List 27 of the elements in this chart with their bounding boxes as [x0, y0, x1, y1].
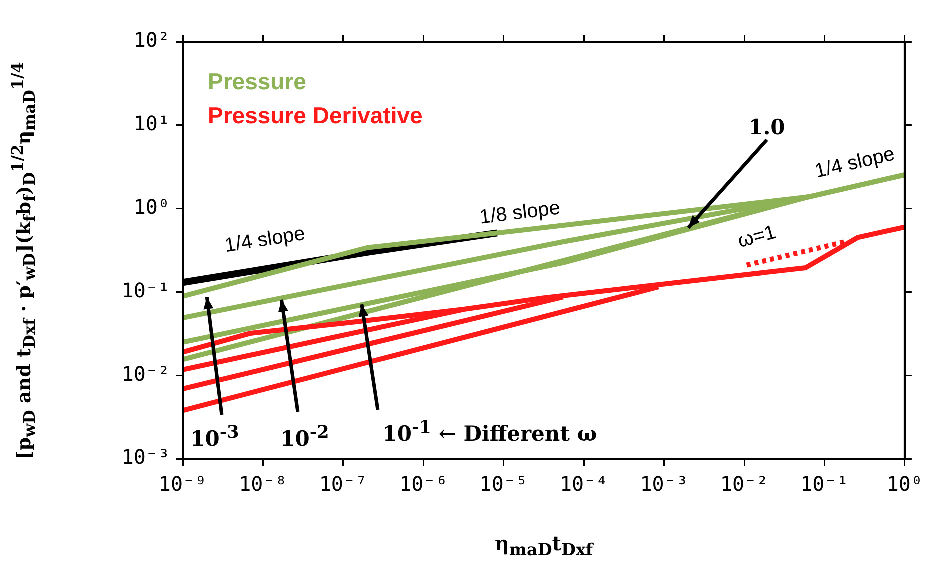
x-tick-label: 10⁻⁴: [560, 472, 608, 496]
y-tick-label: 10²: [134, 28, 170, 52]
y-tick-label: 10⁻¹: [122, 278, 170, 302]
text: Pressure Derivative: [208, 102, 423, 128]
annotation: 10$^{-2}$: [280, 423, 330, 451]
annotation: 1/8 slope: [478, 197, 562, 229]
annotation: 10$^{-3}$: [190, 423, 240, 451]
annotation: 1.0: [748, 114, 786, 140]
x-tick-label: 10⁻⁵: [480, 472, 528, 496]
text: Pressure: [208, 68, 306, 94]
annotation: 1/4 slope: [223, 222, 307, 258]
y-tick-label: 10⁰: [134, 195, 170, 220]
annotation: 10$^{-1}$ ← Different ω: [382, 418, 598, 446]
y-tick-label: 10¹: [134, 112, 170, 136]
x-tick-label: 10⁰: [886, 472, 923, 496]
x-tick-label: 10⁻⁷: [319, 472, 368, 496]
x-tick-label: 10⁻⁸: [239, 472, 288, 496]
x-tick-label: 10⁻²: [720, 472, 769, 496]
x-axis-title: η$_{maD}$t$_{Dxf}$: [494, 532, 594, 560]
x-tick-label: 10⁻⁹: [158, 472, 208, 496]
y-tick-label: 10⁻²: [122, 362, 170, 386]
x-tick-label: 10⁻³: [640, 472, 688, 496]
x-tick-label: 10⁻⁶: [400, 472, 448, 496]
annotation: 1/4 slope: [812, 143, 898, 183]
y-tick-label: 10⁻³: [122, 445, 170, 470]
x-tick-label: 10⁻¹: [800, 472, 849, 496]
annotation: ω=1: [736, 221, 778, 253]
